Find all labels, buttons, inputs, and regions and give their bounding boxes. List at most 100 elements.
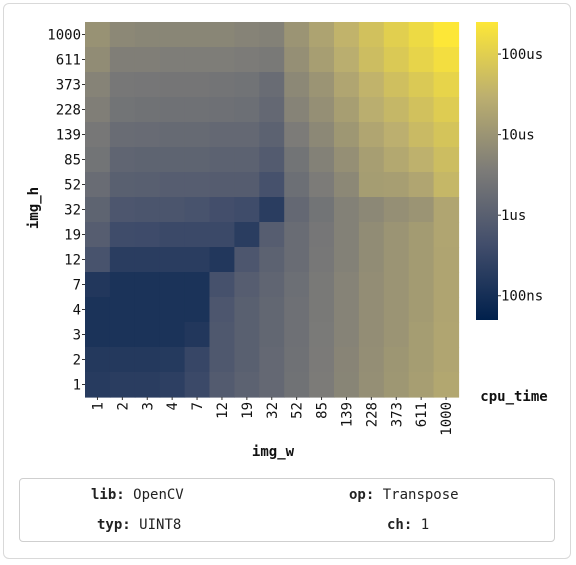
- lib-key: lib:: [91, 487, 125, 503]
- heatmap-cell: [334, 97, 360, 123]
- x-tick-label: 4: [165, 402, 181, 410]
- colorbar: [476, 22, 498, 320]
- heatmap-cell: [85, 247, 111, 273]
- heatmap-cell: [284, 22, 310, 48]
- heatmap-cell: [433, 222, 460, 248]
- heatmap-cell: [309, 97, 335, 123]
- heatmap-cell: [259, 297, 285, 323]
- heatmap-cell: [433, 272, 460, 298]
- lib-value: OpenCV: [133, 487, 184, 503]
- heatmap-cell: [334, 322, 360, 348]
- heatmap-cell: [383, 247, 410, 273]
- heatmap-cell: [109, 297, 136, 323]
- heatmap-cell: [184, 197, 211, 223]
- heatmap-cell: [109, 22, 136, 48]
- heatmap-cell: [85, 147, 111, 173]
- x-tick-label: 52: [290, 402, 306, 419]
- heatmap-cell: [134, 97, 161, 123]
- heatmap-cell: [408, 147, 435, 173]
- y-axis-label: img_h: [26, 187, 42, 229]
- heatmap-cell: [358, 372, 385, 398]
- heatmap-cell: [334, 247, 360, 273]
- heatmap-cell: [408, 347, 435, 373]
- heatmap-cell: [184, 147, 211, 173]
- heatmap-cell: [383, 297, 410, 323]
- heatmap-cell: [284, 72, 310, 98]
- heatmap-cell: [109, 372, 136, 398]
- y-tick-label: 1: [73, 378, 81, 394]
- heatmap-cell: [134, 147, 161, 173]
- heatmap-cell: [209, 147, 235, 173]
- heatmap-cell: [284, 372, 310, 398]
- heatmap-cell: [234, 97, 260, 123]
- heatmap-cell: [109, 47, 136, 73]
- heatmap-cell: [209, 72, 235, 98]
- heatmap-cell: [109, 122, 136, 148]
- x-axis-label: img_w: [252, 444, 295, 460]
- heatmap-cell: [159, 97, 186, 123]
- heatmap-cell: [209, 322, 235, 348]
- x-tick-label: 228: [364, 402, 380, 427]
- typ-field: typ: UINT8: [97, 517, 181, 533]
- heatmap-cell: [358, 47, 385, 73]
- heatmap-cell: [109, 222, 136, 248]
- heatmap-cell: [408, 297, 435, 323]
- heatmap-cell: [383, 222, 410, 248]
- heatmap-cell: [134, 72, 161, 98]
- heatmap-cell: [209, 272, 235, 298]
- heatmap-cell: [284, 172, 310, 198]
- heatmap-cell: [408, 72, 435, 98]
- heatmap-cell: [109, 197, 136, 223]
- heatmap-cell: [159, 347, 186, 373]
- heatmap-cell: [184, 247, 211, 273]
- x-tick-label: 139: [339, 402, 355, 427]
- heatmap-cell: [433, 322, 460, 348]
- heatmap-cell: [334, 122, 360, 148]
- heatmap-cell: [259, 47, 285, 73]
- heatmap-cell: [309, 72, 335, 98]
- heatmap-cell: [134, 47, 161, 73]
- heatmap-cell: [259, 72, 285, 98]
- colorbar-label: cpu_time: [480, 389, 547, 405]
- heatmap-cell: [85, 297, 111, 323]
- ch-value: 1: [420, 517, 430, 533]
- x-tick-label: 3: [140, 402, 156, 410]
- heatmap-cell: [184, 322, 211, 348]
- heatmap-cell: [259, 347, 285, 373]
- heatmap-cell: [85, 97, 111, 123]
- heatmap-cell: [184, 72, 211, 98]
- heatmap-cell: [383, 272, 410, 298]
- heatmap-cell: [383, 347, 410, 373]
- heatmap-cell: [309, 47, 335, 73]
- y-tick-label: 611: [56, 53, 81, 69]
- heatmap-cell: [134, 272, 161, 298]
- heatmap-cell: [408, 172, 435, 198]
- heatmap-cell: [209, 347, 235, 373]
- heatmap-cell: [259, 22, 285, 48]
- heatmap-cell: [184, 297, 211, 323]
- heatmap-cell: [408, 197, 435, 223]
- heatmap-cell: [433, 22, 460, 48]
- heatmap-cell: [159, 247, 186, 273]
- heatmap-cell: [209, 97, 235, 123]
- heatmap-cell: [259, 197, 285, 223]
- heatmap-cell: [284, 197, 310, 223]
- heatmap-cell: [408, 272, 435, 298]
- heatmap-cell: [134, 322, 161, 348]
- heatmap-cell: [358, 147, 385, 173]
- heatmap-cell: [184, 122, 211, 148]
- heatmap-cell: [334, 222, 360, 248]
- heatmap-cell: [309, 247, 335, 273]
- heatmap-cell: [284, 347, 310, 373]
- heatmap-cell: [334, 347, 360, 373]
- heatmap-cell: [284, 97, 310, 123]
- heatmap-cell: [234, 22, 260, 48]
- heatmap-cell: [284, 272, 310, 298]
- ch-key: ch:: [387, 517, 413, 533]
- typ-key: typ:: [97, 517, 131, 533]
- heatmap-cell: [85, 172, 111, 198]
- heatmap-cell: [184, 372, 211, 398]
- heatmap-cell: [408, 372, 435, 398]
- heatmap-cell: [433, 147, 460, 173]
